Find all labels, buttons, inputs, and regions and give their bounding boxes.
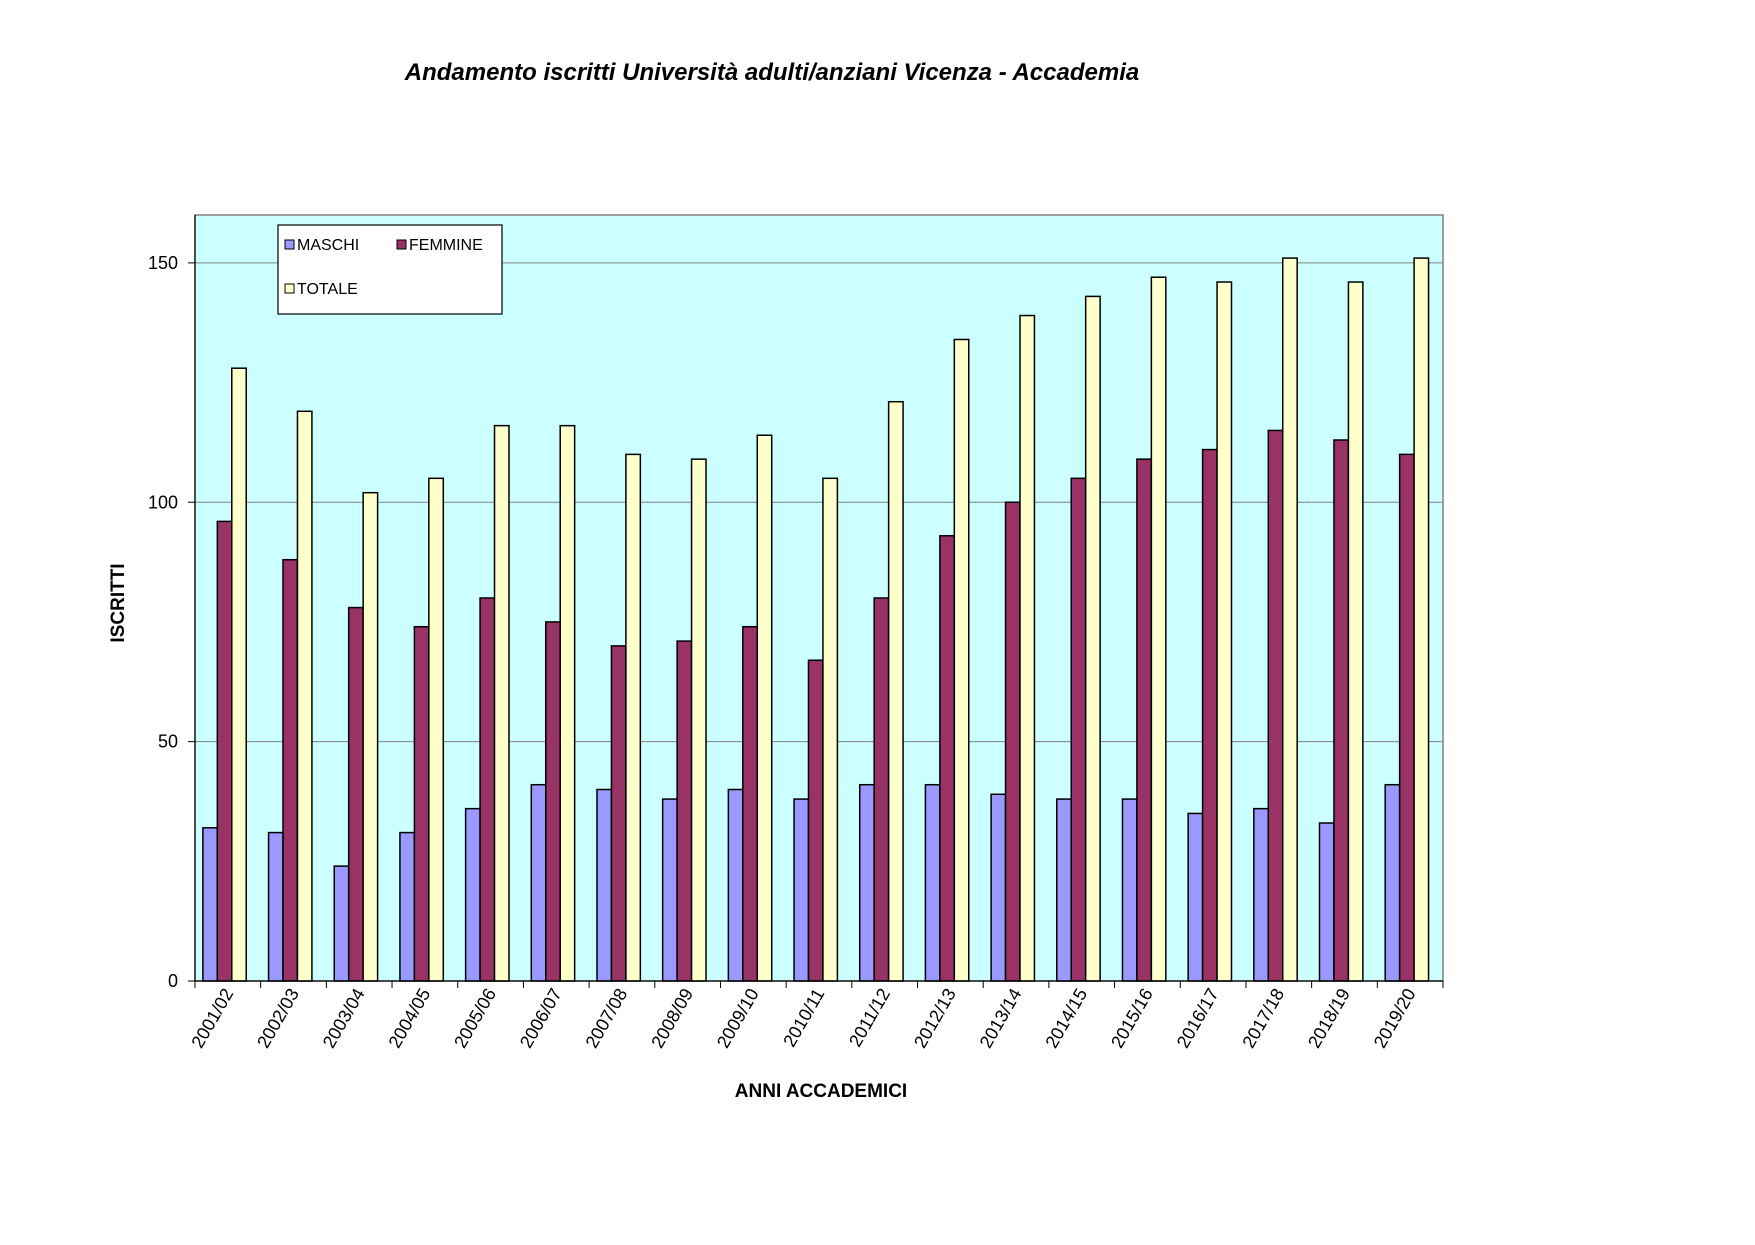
bar-totale <box>1216 281 1233 982</box>
bar-femmine <box>939 535 956 982</box>
x-tick-label: 2010/11 <box>779 985 828 1050</box>
legend-label-totale: TOTALE <box>297 281 358 298</box>
bar-totale <box>1019 314 1036 982</box>
bar-maschi <box>858 783 875 982</box>
legend-swatch-femmine <box>396 239 407 250</box>
bar-totale <box>625 453 642 982</box>
bar-totale <box>756 434 773 982</box>
bar-totale <box>690 458 707 982</box>
bar-maschi <box>530 783 547 982</box>
bar-totale <box>1084 295 1101 982</box>
bar-totale <box>953 338 970 982</box>
bar-totale <box>1413 257 1430 982</box>
bar-totale <box>1347 281 1364 982</box>
bar-totale <box>493 424 510 982</box>
bar-maschi <box>793 798 810 982</box>
bar-femmine <box>610 645 627 982</box>
bar-totale <box>1281 257 1298 982</box>
bar-totale <box>559 424 576 982</box>
x-tick-label: 2011/12 <box>845 985 894 1050</box>
y-tick-labels: 0 50 100 150 <box>148 253 178 991</box>
y-axis-title: ISCRITTI <box>108 563 129 642</box>
bar-maschi <box>727 788 744 982</box>
bars <box>202 257 1430 982</box>
bar-totale <box>362 491 379 982</box>
bar-femmine <box>676 640 693 982</box>
x-tick-label: 2003/04 <box>319 985 369 1051</box>
axes <box>188 215 1444 988</box>
bar-femmine <box>1201 448 1218 982</box>
x-tick-label: 2008/09 <box>647 985 697 1051</box>
x-tick-label: 2002/03 <box>253 985 303 1051</box>
x-tick-label: 2016/17 <box>1173 985 1223 1051</box>
legend-box <box>277 224 503 315</box>
bar-femmine <box>1398 453 1415 982</box>
bar-maschi <box>1318 822 1335 982</box>
x-tick-label: 2009/10 <box>713 985 763 1051</box>
x-tick-label: 2014/15 <box>1041 985 1091 1051</box>
bar-femmine <box>1004 501 1021 982</box>
legend-swatch-totale <box>284 283 295 294</box>
legend-swatch-maschi <box>284 239 295 250</box>
x-tick-label: 2019/20 <box>1370 985 1420 1051</box>
bar-femmine <box>1070 477 1087 982</box>
bar-maschi <box>924 783 941 982</box>
x-tick-label: 2012/13 <box>910 985 960 1051</box>
bar-totale <box>1150 276 1167 982</box>
x-tick-labels: 2001/02 2002/03 2003/04 2004/05 2005/06 2006/… <box>187 985 1419 1051</box>
bar-maschi <box>333 865 350 982</box>
bar-femmine <box>1136 458 1153 982</box>
bar-totale <box>822 477 839 982</box>
x-tick-label: 2005/06 <box>450 985 500 1051</box>
bar-maschi <box>596 788 613 982</box>
legend-label-femmine: FEMMINE <box>409 237 483 254</box>
bar-femmine <box>479 597 496 982</box>
bar-maschi <box>1187 812 1204 982</box>
x-axis-title: ANNI ACCADEMICI <box>735 1081 907 1102</box>
legend-label-maschi: MASCHI <box>297 237 359 254</box>
bar-maschi <box>1121 798 1138 982</box>
bar-femmine <box>216 520 233 982</box>
y-tick-label: 150 <box>148 253 178 273</box>
bar-maschi <box>399 831 416 982</box>
bar-maschi <box>267 831 284 982</box>
bar-femmine <box>282 558 299 982</box>
bar-totale <box>428 477 445 982</box>
bar-maschi <box>990 793 1007 982</box>
bar-maschi <box>1384 783 1401 982</box>
bar-maschi <box>1253 807 1270 982</box>
bar-femmine <box>807 659 824 982</box>
x-tick-label: 2018/19 <box>1304 985 1354 1051</box>
bar-totale <box>231 367 247 982</box>
chart-title: Andamento iscritti Università adulti/anz… <box>404 59 1139 86</box>
x-tick-label: 2004/05 <box>384 985 434 1051</box>
x-tick-label: 2007/08 <box>582 985 632 1051</box>
bar-maschi <box>661 798 678 982</box>
bar-femmine <box>545 621 561 982</box>
bar-femmine <box>1333 439 1350 982</box>
bar-maschi <box>202 827 219 982</box>
x-tick-label: 2001/02 <box>187 985 237 1051</box>
legend: MASCHI FEMMINE TOTALE <box>277 224 503 315</box>
x-tick-label: 2006/07 <box>516 985 566 1051</box>
bar-totale <box>296 410 313 982</box>
bar-femmine <box>347 606 364 982</box>
bar-maschi <box>464 807 481 982</box>
x-tick-label: 2015/16 <box>1107 985 1157 1051</box>
bar-maschi <box>1056 798 1072 982</box>
bar-femmine <box>1267 429 1284 982</box>
bar-totale <box>887 400 904 982</box>
y-tick-label: 0 <box>168 971 178 991</box>
y-tick-label: 50 <box>158 732 178 752</box>
x-tick-label: 2017/18 <box>1238 985 1288 1051</box>
y-tick-label: 100 <box>148 492 178 512</box>
x-tick-label: 2013/14 <box>976 985 1026 1051</box>
bar-femmine <box>742 625 759 982</box>
bar-femmine <box>413 625 430 982</box>
bar-femmine <box>873 597 890 982</box>
